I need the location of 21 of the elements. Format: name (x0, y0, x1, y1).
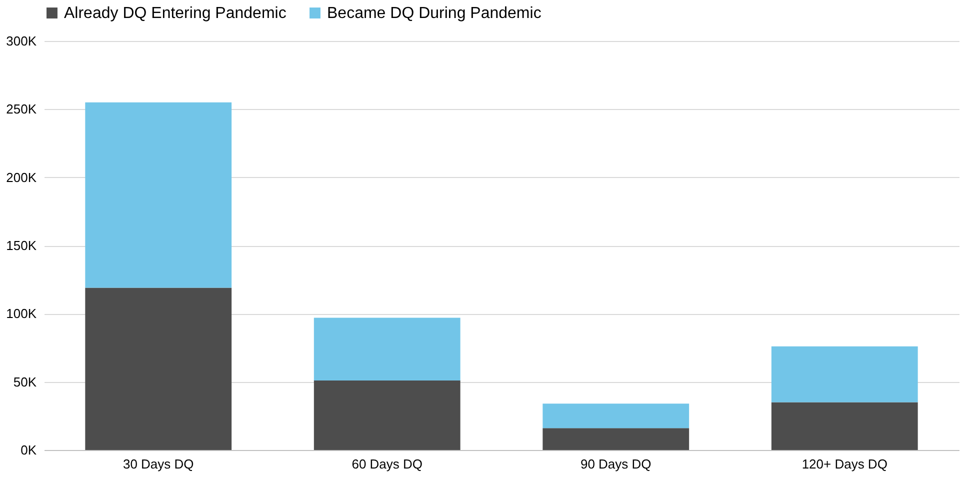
bar (314, 318, 460, 380)
x-tick-label: 120+ Days DQ (802, 456, 888, 472)
y-tick-label: 300K (6, 34, 37, 48)
y-tick-label: 100K (6, 306, 37, 322)
y-tick-label: 250K (6, 102, 37, 117)
x-tick-label: 30 Days DQ (122, 456, 194, 472)
x-tick-label: 90 Days DQ (580, 456, 652, 472)
bar (771, 402, 918, 450)
y-tick-label: 200K (6, 170, 37, 185)
bar (542, 404, 690, 428)
x-tick-label: 60 Days DQ (352, 456, 423, 472)
bar (85, 102, 232, 288)
bar (771, 346, 918, 402)
y-tick-label: 50K (13, 374, 37, 390)
bar (314, 380, 460, 450)
legend-label: Already DQ Entering Pandemic (64, 5, 286, 22)
bar (85, 288, 232, 450)
legend-label: Became DQ During Pandemic (327, 5, 542, 22)
bar (542, 428, 690, 450)
y-tick-label: 0K (20, 442, 37, 458)
y-tick-label: 150K (6, 238, 37, 253)
